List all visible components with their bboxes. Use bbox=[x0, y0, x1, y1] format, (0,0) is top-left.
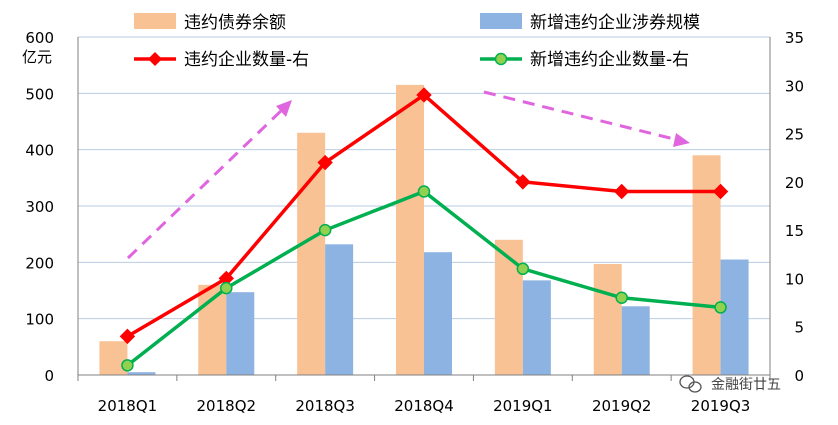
wechat-icon bbox=[679, 375, 702, 393]
trend-arrow-up bbox=[126, 106, 286, 260]
trend-arrows bbox=[126, 90, 690, 260]
legend-label: 新增违约企业数量-右 bbox=[530, 50, 689, 70]
trend-arrowhead-up bbox=[276, 100, 292, 117]
bar bbox=[494, 239, 523, 375]
y-right-tick-label: 30 bbox=[785, 77, 804, 95]
point-marker bbox=[317, 154, 333, 171]
point-marker bbox=[417, 185, 431, 198]
bar bbox=[226, 292, 255, 375]
x-tick-label: 2019Q1 bbox=[493, 397, 553, 415]
point-marker bbox=[614, 183, 630, 200]
line-series bbox=[119, 87, 729, 372]
x-tick-label: 2019Q2 bbox=[592, 397, 652, 415]
trend-arrowhead-down bbox=[673, 133, 690, 147]
point-marker bbox=[515, 174, 531, 190]
legend-label: 违约企业数量-右 bbox=[184, 50, 309, 70]
bar bbox=[522, 280, 551, 375]
y-left-tick-label: 100 bbox=[25, 311, 54, 329]
y-left-tick-label: 200 bbox=[25, 254, 54, 272]
y-left-tick-label: 0 bbox=[44, 367, 54, 385]
point-marker bbox=[121, 359, 134, 372]
point-marker bbox=[516, 262, 530, 276]
bars bbox=[99, 84, 749, 375]
legend-swatch bbox=[480, 13, 522, 29]
bar bbox=[297, 132, 326, 375]
x-tick-label: 2018Q3 bbox=[295, 397, 355, 415]
point-marker bbox=[615, 291, 628, 304]
axes: 0 100 200 300 400 500 600 0 5 10 15 20 25 30 35 亿元 2018Q… bbox=[22, 29, 804, 415]
watermark-text: 金融街廿五 bbox=[711, 377, 781, 393]
point-marker bbox=[119, 328, 136, 345]
bar bbox=[593, 264, 622, 375]
y-left-tick-label: 600 bbox=[25, 29, 54, 47]
y-right-tick-label: 25 bbox=[785, 126, 804, 144]
point-marker bbox=[416, 87, 432, 103]
y-right-tick-label: 5 bbox=[794, 319, 804, 337]
y-left-tick-label: 500 bbox=[25, 85, 54, 103]
point-marker bbox=[714, 301, 727, 314]
watermark: 金融街廿五 bbox=[679, 375, 781, 393]
legend-label: 违约债券余额 bbox=[184, 13, 286, 33]
legend-marker bbox=[148, 52, 162, 66]
y-right-tick-label: 35 bbox=[785, 29, 804, 47]
bar bbox=[424, 252, 452, 375]
y-right-tick-label: 10 bbox=[785, 270, 804, 288]
bar bbox=[127, 372, 156, 375]
bar bbox=[720, 259, 749, 375]
legend-marker bbox=[494, 52, 508, 66]
y-left-tick-label: 400 bbox=[25, 142, 54, 160]
bar bbox=[621, 306, 650, 375]
x-tick-label: 2018Q1 bbox=[98, 397, 158, 415]
point-marker bbox=[318, 223, 332, 237]
y-left-unit-label: 亿元 bbox=[22, 48, 52, 66]
x-tick-label: 2019Q3 bbox=[691, 397, 751, 415]
bar bbox=[325, 244, 354, 375]
x-tick-label: 2018Q2 bbox=[197, 397, 257, 415]
legend-label: 新增违约企业涉券规模 bbox=[530, 13, 700, 33]
trend-arrow-down bbox=[483, 90, 679, 142]
bar bbox=[396, 84, 424, 375]
y-right-tick-label: 0 bbox=[794, 367, 804, 385]
x-tick-label: 2018Q4 bbox=[394, 397, 454, 415]
y-left-tick-label: 300 bbox=[25, 198, 54, 216]
legend-swatch bbox=[134, 13, 176, 29]
y-right-tick-label: 20 bbox=[785, 174, 804, 192]
point-marker bbox=[220, 281, 233, 295]
y-right-tick-label: 15 bbox=[785, 222, 804, 240]
point-marker bbox=[712, 183, 729, 200]
